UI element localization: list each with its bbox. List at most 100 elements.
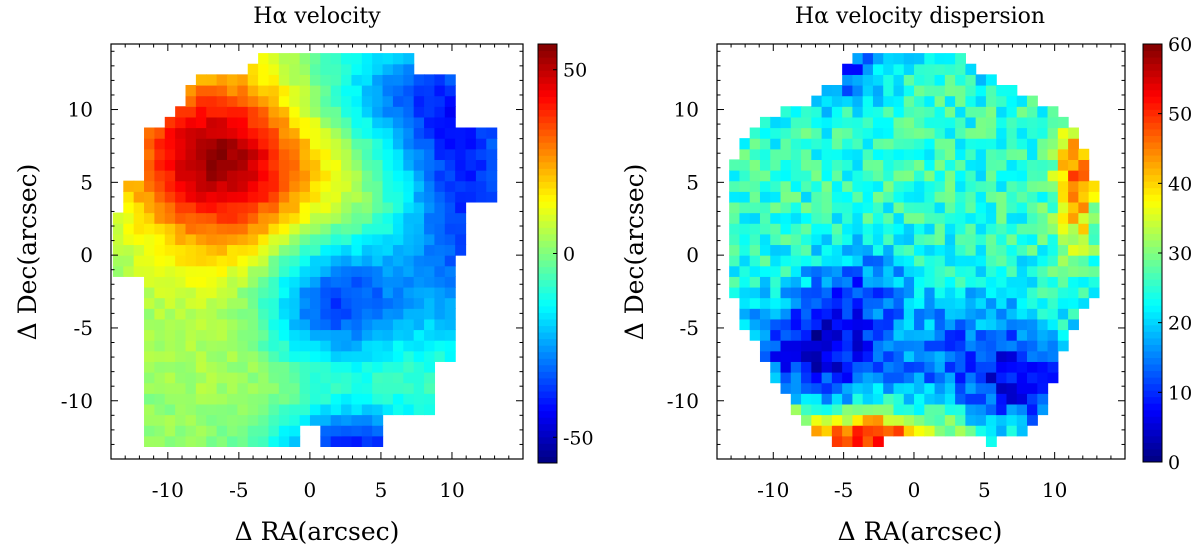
map-cell [924, 223, 936, 235]
map-cell [175, 340, 187, 352]
map-cell [1016, 372, 1028, 384]
map-cell [862, 414, 874, 426]
map-cell [759, 297, 771, 309]
map-cell [351, 265, 363, 277]
map-cell [123, 212, 135, 224]
map-cell [227, 435, 238, 447]
map-cell [955, 159, 966, 171]
map-cell [1016, 329, 1028, 341]
map-cell [361, 414, 373, 426]
map-cell [382, 244, 394, 256]
map-cell [175, 223, 187, 235]
map-cell [195, 244, 207, 256]
map-cell [985, 95, 997, 107]
map-cell [872, 233, 884, 246]
velocity-xlabel: Δ RA(arcsec) [235, 517, 400, 546]
map-cell [975, 170, 987, 182]
map-cell [852, 212, 864, 224]
map-cell [289, 425, 301, 437]
map-cell [382, 63, 394, 75]
colorbar-segment [538, 116, 557, 124]
map-cell [372, 212, 384, 224]
map-cell [434, 318, 446, 331]
map-cell [392, 223, 404, 235]
map-cell [299, 393, 311, 405]
map-cell [821, 223, 833, 235]
map-cell [1037, 170, 1049, 182]
map-cell [330, 138, 342, 150]
map-cell [1037, 265, 1049, 277]
map-cell [309, 84, 321, 97]
map-cell [924, 180, 936, 192]
map-cell [289, 340, 301, 352]
map-cell [164, 425, 176, 437]
map-cell [216, 372, 228, 384]
map-cell [914, 191, 925, 203]
map-cell [206, 414, 218, 426]
map-cell [175, 159, 187, 171]
map-cell [893, 340, 905, 352]
colorbar-segment [1143, 416, 1162, 424]
map-cell [320, 255, 332, 267]
map-cell [341, 318, 353, 331]
map-cell [258, 372, 270, 384]
map-cell [351, 393, 363, 405]
map-cell [195, 170, 207, 182]
map-cell [1047, 212, 1059, 224]
map-cell [1006, 308, 1018, 320]
map-cell [739, 244, 751, 256]
map-cell [309, 372, 321, 384]
map-cell [862, 148, 874, 160]
map-cell [278, 308, 290, 320]
map-cell [216, 425, 228, 437]
map-cell [455, 170, 467, 182]
map-cell [893, 233, 905, 246]
map-cell [1016, 286, 1028, 299]
map-cell [247, 308, 259, 320]
map-cell [1006, 425, 1018, 437]
map-cell [195, 148, 207, 160]
map-cell [444, 148, 456, 160]
map-cell [434, 286, 446, 299]
map-cell [382, 148, 394, 160]
map-cell [914, 308, 925, 320]
map-cell [258, 382, 270, 394]
map-cell [1006, 170, 1018, 182]
map-cell [403, 63, 415, 75]
map-cell [780, 286, 792, 299]
map-cell [770, 276, 782, 288]
map-cell [392, 180, 404, 192]
map-cell [247, 255, 259, 267]
map-cell [206, 244, 218, 256]
map-cell [872, 276, 884, 288]
map-cell [985, 393, 997, 405]
map-cell [330, 191, 342, 203]
map-cell [811, 127, 823, 139]
map-cell [268, 233, 280, 246]
map-cell [965, 63, 977, 75]
map-cell [831, 425, 843, 437]
map-cell [903, 393, 915, 405]
map-cell [862, 350, 874, 362]
map-cell [831, 286, 843, 299]
colorbar-segment [538, 417, 557, 425]
map-cell [341, 191, 353, 203]
map-cell [842, 148, 854, 160]
colorbar-segment [538, 318, 557, 327]
map-cell [770, 255, 782, 267]
map-cell [821, 138, 833, 150]
map-cell [883, 286, 895, 299]
map-cell [801, 276, 812, 288]
map-cell [790, 361, 802, 373]
map-cell [258, 63, 270, 75]
map-cell [175, 403, 187, 416]
map-cell [320, 435, 332, 447]
map-cell [351, 170, 363, 182]
map-cell [247, 350, 259, 362]
map-cell [351, 106, 363, 118]
map-cell [955, 329, 966, 341]
map-cell [965, 95, 977, 107]
map-cell [852, 127, 864, 139]
map-cell [790, 340, 802, 352]
map-cell [821, 148, 833, 160]
